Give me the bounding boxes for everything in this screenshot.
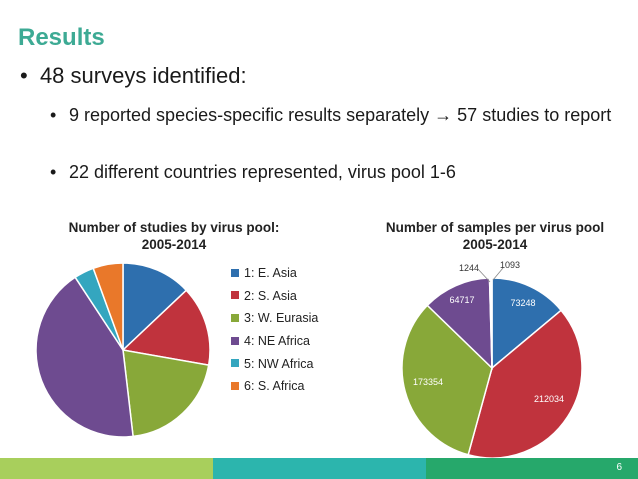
chart2-data-label: 64717 xyxy=(449,295,474,305)
legend-item: 6: S. Africa xyxy=(231,379,318,402)
chart1-title-line1: Number of studies by virus pool: xyxy=(68,220,280,235)
sub-bullet-text: 22 different countries represented, viru… xyxy=(69,162,456,182)
legend-swatch xyxy=(231,314,239,323)
chart1-slice-4 xyxy=(35,276,134,438)
chart1-slice-3 xyxy=(122,349,210,438)
legend-swatch xyxy=(231,359,239,368)
legend-label: 1: E. Asia xyxy=(244,266,297,280)
chart2-data-label: 1244 xyxy=(459,263,479,273)
sub-bullet: • 9 reported species-specific results se… xyxy=(50,103,625,127)
legend-swatch xyxy=(231,268,239,277)
bullet-glyph: • xyxy=(20,63,28,88)
legend-swatch xyxy=(231,336,239,345)
chart2-slice-2 xyxy=(467,309,583,459)
sub-bullet-text: 9 reported species-specific results sepa… xyxy=(69,105,612,125)
chart2-data-label: 73248 xyxy=(510,298,535,308)
chart1-title-line2: 2005-2014 xyxy=(141,237,207,252)
chart1-slice-1 xyxy=(122,262,188,352)
legend-item: 2: S. Asia xyxy=(231,289,318,312)
chart2-slice-3 xyxy=(401,304,493,456)
chart2-data-label: 212034 xyxy=(534,394,564,404)
page-number: 6 xyxy=(616,462,622,473)
chart2-title-line1: Number of samples per virus pool xyxy=(385,220,605,235)
legend-label: 5: NW Africa xyxy=(244,356,314,371)
bullet-glyph: • xyxy=(50,162,57,182)
legend-item: 4: NE Africa xyxy=(231,334,318,357)
legend-item: 1: E. Asia xyxy=(231,266,318,289)
chart2-slice-4 xyxy=(426,277,493,370)
bullet-main: • 48 surveys identified: xyxy=(20,63,247,89)
chart2-title: Number of samples per virus pool 2005-20… xyxy=(370,219,620,253)
chart1-legend: 1: E. Asia 2: S. Asia 3: W. Eurasia 4: N… xyxy=(231,266,318,402)
legend-swatch xyxy=(231,382,239,391)
footer-segment-2 xyxy=(213,458,426,479)
chart1-title: Number of studies by virus pool: 2005-20… xyxy=(48,219,300,253)
bullet-main-text: 48 surveys identified: xyxy=(39,63,247,88)
legend-label: 2: S. Asia xyxy=(244,288,297,303)
chart2-data-label: 1093 xyxy=(500,260,520,270)
chart1-slice-2 xyxy=(121,289,211,366)
legend-swatch xyxy=(231,291,239,300)
bullet-glyph: • xyxy=(50,105,57,125)
footer-segment-1 xyxy=(0,458,213,479)
chart2-leader-line xyxy=(476,267,491,283)
legend-label: 3: W. Eurasia xyxy=(244,311,319,326)
chart2-slice-6 xyxy=(490,277,493,369)
chart2-data-label: 173354 xyxy=(413,377,443,387)
legend-item: 5: NW Africa xyxy=(231,357,318,380)
legend-label: 6: S. Africa xyxy=(244,379,305,394)
sub-bullet: • 22 different countries represented, vi… xyxy=(50,160,625,184)
slide-title: Results xyxy=(18,24,105,51)
footer-segment-3 xyxy=(426,458,638,479)
chart2-leader-line xyxy=(492,267,504,281)
legend-item: 3: W. Eurasia xyxy=(231,311,318,334)
chart2-title-line2: 2005-2014 xyxy=(462,237,528,252)
footer-bar xyxy=(0,458,638,479)
chart1-slice-6 xyxy=(92,262,124,351)
legend-label: 4: NE Africa xyxy=(244,334,310,349)
